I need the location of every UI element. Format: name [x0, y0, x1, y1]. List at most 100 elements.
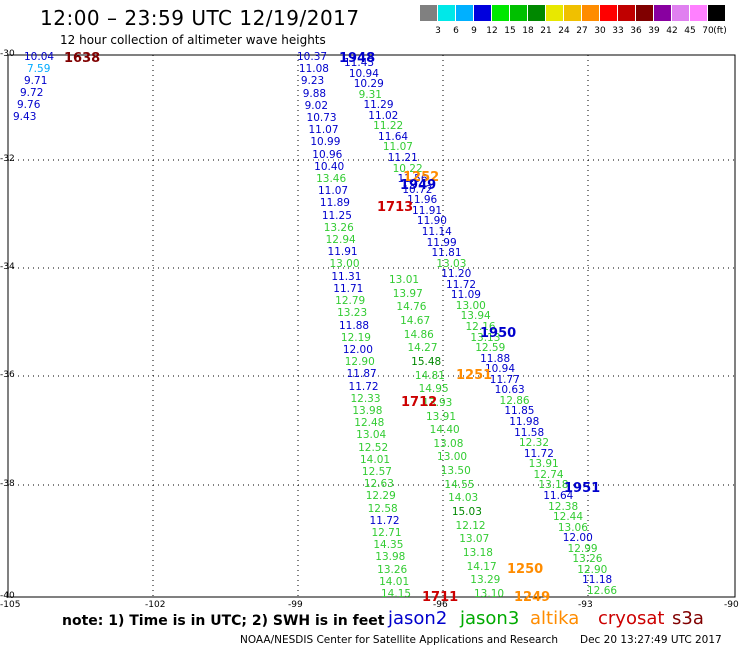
- wave-height-value: 14.86: [403, 328, 434, 341]
- wave-height-value: 12.86: [499, 394, 530, 407]
- wave-height-value: 14.01: [360, 453, 391, 466]
- wave-height-value: 12.74: [533, 468, 564, 481]
- wave-height-value: 11.02: [368, 109, 399, 122]
- color-swatch: [564, 5, 581, 21]
- wave-height-value: 12.19: [340, 331, 371, 344]
- wave-height-value: 12.90: [344, 356, 375, 369]
- wave-height-value: 7.59: [27, 63, 51, 75]
- page-subtitle: 12 hour collection of altimeter wave hei…: [60, 33, 326, 47]
- wave-height-value: 13.91: [425, 410, 457, 423]
- color-swatch: [492, 5, 509, 21]
- wave-height-value: 11.20: [441, 268, 472, 281]
- wave-height-value: 13.01: [389, 274, 420, 286]
- overpass-time-label: 1711: [422, 590, 459, 605]
- wave-height-value: 12.38: [548, 500, 579, 513]
- legend-item-altika: altika: [530, 608, 580, 629]
- color-scale-label: 70: [702, 26, 714, 36]
- latitude-tick-label: -32: [0, 154, 15, 164]
- wave-height-value: 14.17: [466, 560, 497, 573]
- wave-height-value: 9.71: [24, 75, 48, 87]
- color-swatch: [600, 5, 617, 21]
- wave-height-value: 11.72: [446, 278, 477, 291]
- color-scale-label: 6: [453, 26, 459, 36]
- color-scale-label: 15: [504, 26, 516, 36]
- color-swatch: [618, 5, 635, 21]
- longitude-tick-label: -93: [578, 600, 593, 610]
- wave-height-value: 12.66: [587, 585, 618, 597]
- wave-height-value: 11.31: [331, 270, 362, 283]
- wave-height-value: 14.40: [429, 424, 460, 437]
- latitude-tick-label: -38: [0, 479, 15, 489]
- color-swatch: [456, 5, 473, 21]
- wave-height-value: 13.97: [392, 287, 423, 300]
- wave-height-value: 13.07: [459, 533, 490, 546]
- color-swatch: [546, 5, 563, 21]
- wave-height-value: 10.22: [392, 162, 423, 175]
- wave-height-value: 14.95: [418, 383, 449, 396]
- wave-height-value: 13.46: [316, 173, 347, 186]
- wave-height-value: 14.81: [414, 369, 445, 382]
- wave-height-value: 13.26: [323, 221, 354, 234]
- wave-height-value: 11.18: [582, 574, 613, 587]
- wave-height-value: 11.08: [298, 63, 329, 76]
- wave-height-value: 11.64: [543, 489, 574, 502]
- wave-height-value: 11.07: [382, 141, 413, 154]
- wave-height-value: 10.29: [353, 78, 384, 91]
- overpass-time-label: 1249: [514, 590, 551, 605]
- wave-height-value: 14.01: [379, 575, 410, 588]
- wave-height-value: 11.89: [319, 197, 350, 210]
- overpass-time-label: 1638: [64, 51, 101, 66]
- wave-height-value: 11.91: [412, 204, 443, 217]
- wave-height-value: 9.23: [300, 75, 325, 88]
- wave-height-value: 12.71: [371, 526, 402, 539]
- wave-height-value: 13.18: [538, 479, 569, 492]
- color-scale-label: (ft): [713, 26, 727, 36]
- wave-height-value: 13.26: [377, 563, 408, 576]
- color-scale-label: 21: [540, 26, 552, 36]
- wave-height-value: 11.56: [397, 173, 428, 186]
- wave-height-value: 11.43: [344, 57, 375, 69]
- longitude-tick-label: -90: [724, 600, 739, 610]
- wave-height-value: 10.63: [494, 384, 525, 397]
- wave-height-value: 11.14: [421, 225, 452, 238]
- wave-height-value: 13.26: [572, 553, 603, 566]
- wave-height-value: 12.57: [361, 465, 392, 478]
- wave-height-value: 10.96: [312, 148, 343, 161]
- wave-height-value: 15.48: [411, 355, 442, 368]
- overpass-time-label: 1951: [564, 481, 601, 496]
- wave-height-value: 12.90: [577, 563, 608, 576]
- wave-height-value: 14.15: [381, 588, 412, 600]
- wave-height-value: 12.99: [567, 542, 598, 555]
- wave-height-value: 11.72: [523, 447, 554, 460]
- color-scale-label: 42: [666, 26, 678, 36]
- wave-height-value: 12.29: [365, 490, 396, 503]
- overpass-time-label: 1250: [507, 562, 544, 577]
- wave-height-value: 12.58: [367, 502, 398, 515]
- color-swatch: [438, 5, 455, 21]
- wave-height-value: 11.91: [327, 246, 358, 259]
- wave-height-value: 13.06: [557, 521, 588, 534]
- wave-height-value: 14.76: [396, 301, 427, 314]
- wave-height-value: 14.35: [373, 539, 404, 552]
- wave-height-value: 13.04: [356, 429, 387, 442]
- legend-item-jason3: jason3: [460, 608, 520, 629]
- wave-height-value: 11.72: [369, 514, 400, 527]
- color-scale-label: 18: [522, 26, 534, 36]
- wave-height-value: 13.93: [422, 396, 453, 409]
- wave-height-value: 13.91: [528, 458, 559, 471]
- wave-height-value: 14.55: [444, 478, 475, 491]
- wave-height-value: 12.32: [518, 437, 550, 450]
- color-swatch: [420, 5, 437, 21]
- longitude-tick-label: -102: [145, 600, 166, 610]
- color-swatch: [672, 5, 689, 21]
- wave-height-value: 13.23: [337, 307, 368, 320]
- color-scale-label: 3: [435, 26, 441, 36]
- credit-line: NOAA/NESDIS Center for Satellite Applica…: [240, 634, 558, 646]
- wave-height-value: 12.44: [552, 511, 584, 524]
- wave-height-value: 9.02: [304, 99, 329, 112]
- wave-height-value: 12.94: [325, 234, 356, 247]
- wave-height-value: 12.52: [358, 441, 389, 454]
- wave-height-value: 13.50: [440, 465, 471, 478]
- wave-height-value: 11.58: [514, 426, 545, 439]
